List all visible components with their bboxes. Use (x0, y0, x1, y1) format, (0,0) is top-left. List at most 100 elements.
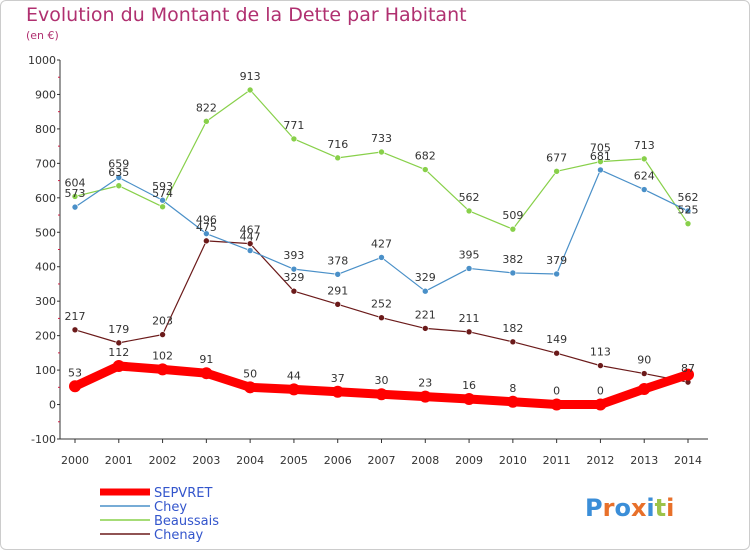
y-tick-label: 1000 (28, 54, 56, 67)
data-point-beaussais (509, 225, 517, 233)
data-label-beaussais: 913 (240, 70, 261, 83)
data-label-chenay: 203 (152, 315, 173, 328)
x-tick-label: 2005 (280, 454, 308, 467)
data-point-sepvret (69, 380, 81, 393)
data-point-sepvret (200, 367, 213, 380)
y-tick-label: 800 (35, 123, 56, 136)
data-point-chey (509, 269, 517, 277)
data-label-sepvret: 112 (108, 346, 129, 359)
data-point-chenay (159, 331, 166, 338)
data-point-chey (290, 265, 298, 273)
proxiti-logo: Proxiti (585, 494, 674, 522)
data-point-chey (378, 254, 385, 261)
data-point-chenay (290, 287, 298, 295)
data-point-beaussais (421, 166, 429, 173)
proxiti-logo-text: Proxiti (585, 494, 674, 522)
x-tick-label: 2003 (192, 454, 220, 467)
data-label-chey: 393 (283, 249, 304, 262)
data-point-sepvret (550, 398, 563, 411)
data-label-chenay: 182 (502, 322, 523, 335)
x-tick-label: 2008 (411, 454, 439, 467)
data-label-sepvret: 8 (509, 382, 516, 395)
legend-label-sepvret: SEPVRET (154, 486, 212, 501)
data-label-chenay: 467 (240, 224, 261, 237)
data-label-chenay: 217 (65, 310, 86, 323)
series-layer (69, 86, 694, 411)
data-point-sepvret (506, 395, 519, 408)
data-point-chey (203, 230, 210, 237)
x-tick-label: 2011 (543, 454, 571, 467)
data-point-sepvret (331, 385, 344, 398)
data-point-chenay (378, 314, 385, 322)
data-label-chey: 573 (65, 187, 86, 200)
data-point-chey (684, 207, 692, 215)
data-point-sepvret (156, 363, 169, 376)
data-point-beaussais (553, 167, 560, 175)
data-point-chenay (465, 328, 473, 336)
data-point-sepvret (244, 381, 257, 394)
data-point-chenay (71, 326, 79, 334)
data-point-chey (640, 186, 648, 193)
data-point-chey (553, 270, 560, 278)
data-point-chey (465, 265, 473, 272)
data-label-chey: 382 (502, 253, 523, 266)
data-point-beaussais (684, 220, 692, 227)
data-label-chey: 447 (240, 231, 261, 244)
data-point-beaussais (640, 155, 648, 163)
data-label-sepvret: 16 (462, 379, 476, 392)
data-point-beaussais (334, 154, 342, 162)
data-point-chenay (203, 237, 210, 245)
data-point-beaussais (465, 207, 473, 215)
data-label-beaussais: 525 (678, 204, 699, 217)
data-point-beaussais (597, 158, 604, 165)
data-point-sepvret (682, 368, 694, 381)
data-label-beaussais: 682 (415, 150, 436, 163)
data-label-beaussais: 604 (65, 176, 86, 189)
data-label-chey: 329 (415, 271, 436, 284)
data-point-beaussais (71, 193, 79, 200)
data-label-beaussais: 822 (196, 101, 217, 114)
data-point-sepvret (112, 359, 125, 372)
data-label-sepvret: 44 (287, 369, 301, 382)
data-point-chey (115, 174, 123, 181)
x-tick-label: 2006 (324, 454, 352, 467)
x-tick-label: 2010 (499, 454, 527, 467)
data-point-sepvret (463, 393, 476, 406)
x-tick-label: 2000 (61, 454, 89, 467)
data-point-chey (421, 287, 429, 295)
x-tick-label: 2013 (630, 454, 658, 467)
data-point-beaussais (203, 118, 210, 125)
data-label-chenay: 252 (371, 298, 392, 311)
data-point-sepvret (638, 383, 651, 396)
data-label-chey: 624 (634, 170, 655, 183)
data-label-chenay: 221 (415, 308, 436, 321)
data-label-beaussais: 705 (590, 142, 611, 155)
y-tick-label: 700 (35, 157, 56, 170)
data-label-chey: 395 (459, 248, 480, 261)
data-label-beaussais: 716 (327, 138, 348, 151)
data-point-sepvret (419, 390, 432, 403)
data-point-chey (334, 271, 342, 278)
data-label-chey: 379 (546, 254, 567, 267)
axes: -100010020030040050060070080090010002000… (28, 54, 708, 467)
data-label-chenay: 87 (681, 362, 695, 375)
data-point-chey (159, 196, 166, 204)
data-label-beaussais: 713 (634, 139, 655, 152)
data-label-sepvret: 91 (199, 353, 213, 366)
data-point-chenay (334, 300, 342, 308)
legend-label-chenay: Chenay (154, 528, 204, 543)
data-label-layer: 53 112 102 91 50 44 37 30 23 16 8 0 0 573 659 593 496 447… (65, 70, 699, 398)
y-tick-label: 500 (35, 226, 56, 239)
data-point-beaussais (159, 203, 166, 211)
legend-label-beaussais: Beaussais (154, 514, 219, 529)
data-point-beaussais (246, 86, 254, 94)
data-label-sepvret: 37 (331, 372, 345, 385)
data-label-sepvret: 50 (243, 367, 257, 380)
data-label-sepvret: 0 (553, 385, 560, 398)
x-tick-label: 2004 (236, 454, 264, 467)
data-label-chenay: 179 (108, 323, 129, 336)
data-label-sepvret: 30 (375, 374, 389, 387)
data-label-chenay: 475 (196, 221, 217, 234)
